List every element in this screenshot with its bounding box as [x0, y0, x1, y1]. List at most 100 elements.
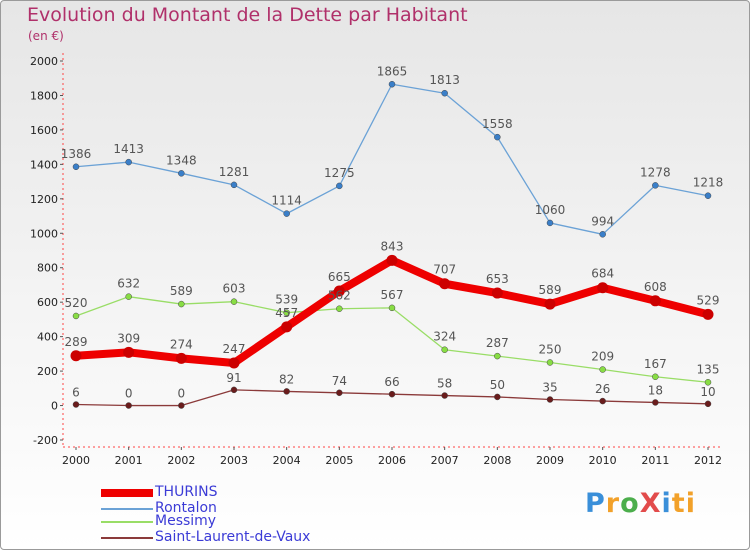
y-tick-label: -200 [33, 434, 58, 447]
chart-unit: (en €) [28, 29, 64, 43]
data-point [283, 309, 290, 316]
data-point [386, 254, 398, 266]
legend-swatch [101, 537, 153, 539]
data-point [546, 396, 554, 403]
y-tick-label: 800 [37, 262, 58, 275]
data-point [281, 321, 293, 333]
data-point [704, 379, 712, 386]
y-tick-label: 0 [51, 400, 58, 413]
data-point [72, 401, 80, 408]
data-label: 1114 [271, 194, 302, 208]
data-point [123, 346, 135, 358]
data-point [175, 352, 187, 364]
y-tick-label: 200 [37, 365, 58, 378]
data-label: 1060 [535, 203, 566, 217]
data-point [544, 298, 556, 310]
data-point [230, 386, 238, 394]
data-point [599, 366, 606, 373]
data-label: 1865 [377, 64, 408, 78]
data-point [125, 293, 132, 300]
data-label: 665 [328, 270, 351, 284]
data-label: 274 [170, 337, 193, 351]
data-point [388, 81, 396, 88]
data-point [388, 304, 396, 312]
data-label: 994 [591, 214, 614, 228]
y-tick-label: 1400 [30, 158, 58, 171]
data-point [494, 352, 501, 360]
data-label: 603 [223, 282, 246, 296]
data-label: 1413 [113, 142, 144, 156]
data-point [546, 219, 554, 227]
data-label: 1218 [693, 176, 724, 190]
data-point [388, 390, 396, 398]
chart-lines [70, 81, 714, 409]
data-point [439, 278, 451, 290]
data-label: 309 [117, 331, 140, 345]
data-label: 529 [697, 293, 720, 307]
x-tick-label: 2002 [167, 454, 195, 467]
data-point [178, 170, 185, 177]
legend-swatch [101, 508, 153, 510]
data-label: 35 [542, 381, 557, 395]
data-point [336, 389, 343, 397]
data-point [491, 287, 503, 299]
data-point [125, 402, 132, 409]
x-tick-label: 2000 [62, 454, 90, 467]
data-label: 562 [328, 289, 351, 303]
data-point [494, 133, 501, 141]
legend-label: Rontalon [155, 500, 217, 516]
data-point [178, 300, 185, 308]
data-label: 1813 [429, 73, 460, 87]
data-label: 82 [279, 372, 294, 386]
y-tick-label: 2000 [30, 55, 58, 68]
data-point [494, 393, 501, 401]
data-label: 1558 [482, 117, 513, 131]
data-label: 250 [539, 342, 562, 356]
data-label: 1275 [324, 166, 355, 180]
data-point [336, 305, 343, 312]
data-label: 135 [697, 362, 720, 376]
data-point [125, 158, 132, 166]
data-label: 1386 [61, 147, 92, 161]
data-label: 209 [591, 350, 614, 364]
data-point [230, 298, 238, 305]
data-point [72, 163, 80, 171]
data-label: 6 [72, 386, 80, 400]
legend-label: Messimy [155, 513, 217, 529]
data-label: 247 [223, 342, 246, 356]
data-point [72, 312, 80, 320]
data-point [599, 397, 606, 405]
y-tick-label: 1800 [30, 89, 58, 102]
x-tick-label: 2010 [589, 454, 617, 467]
data-label: 567 [381, 288, 404, 302]
data-label: 26 [595, 382, 610, 396]
data-point [336, 182, 343, 190]
data-point [652, 373, 659, 381]
x-tick-label: 2001 [115, 454, 143, 467]
x-tick-label: 2012 [694, 454, 722, 467]
data-point [597, 282, 609, 294]
data-label: 10 [700, 385, 715, 399]
chart-data-labels: 289 309 274 247 457 665 843 707 653 589 684 608 529 1… [61, 64, 724, 400]
data-label: 684 [591, 267, 614, 281]
data-label: 1281 [219, 165, 250, 179]
data-point [652, 182, 659, 189]
data-label: 520 [65, 296, 88, 310]
data-point [599, 231, 606, 238]
legend-label: Saint-Laurent-de-Vaux [155, 529, 311, 545]
data-label: 0 [178, 387, 186, 401]
data-label: 287 [486, 336, 509, 350]
data-label: 632 [117, 277, 140, 291]
data-label: 91 [226, 371, 241, 385]
proxiti-logo: ProXiti [585, 488, 696, 519]
data-point [704, 400, 712, 408]
data-label: 66 [384, 375, 399, 389]
data-point [230, 181, 238, 189]
data-point [546, 359, 554, 366]
data-label: 653 [486, 272, 509, 286]
legend-swatch [101, 489, 153, 497]
data-label: 0 [125, 387, 133, 401]
data-label: 74 [332, 374, 347, 388]
